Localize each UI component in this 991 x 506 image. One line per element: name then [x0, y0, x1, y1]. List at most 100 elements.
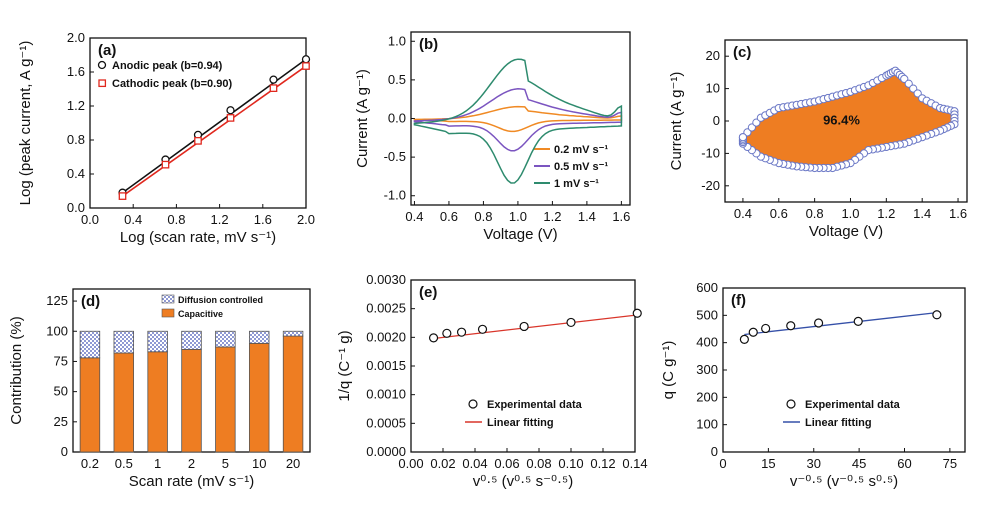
legend-label: Capacitive	[178, 309, 223, 319]
y-axis-label: Contribution (%)	[8, 316, 25, 424]
legend-label: Cathodic peak (b=0.90)	[112, 78, 232, 90]
y-tick-label: 25	[54, 414, 68, 429]
x-tick-label: 0.8	[167, 212, 185, 227]
data-point	[566, 317, 576, 328]
x-tick-label: 0.4	[734, 206, 752, 221]
x-axis-label: v⁰·⁵ (v⁰·⁵ s⁻⁰·⁵)	[473, 473, 573, 490]
data-point	[194, 136, 202, 145]
data-point	[269, 75, 278, 84]
legend-marker	[98, 79, 107, 88]
x-tick-label: 1.6	[254, 212, 272, 227]
panel-e: 0.00 0.02 0.04 0.06 0.08 0.10 0.12 0.14 0.0000 0.…	[336, 272, 648, 490]
bar-diffusion	[79, 330, 101, 359]
y-tick-label: 10	[706, 81, 720, 96]
bar-capacitive	[282, 335, 304, 453]
legend-swatch	[161, 294, 175, 304]
x-tick-label: 1.0	[509, 209, 527, 224]
bar-diffusion	[181, 330, 202, 350]
panel-label: (c)	[733, 44, 751, 61]
y-tick-label: 20	[706, 48, 720, 63]
y-tick-label: 1.6	[67, 64, 85, 79]
y-tick-label: 1.2	[67, 98, 85, 113]
y-tick-label: -10	[701, 145, 720, 160]
data-point	[813, 318, 824, 328]
x-tick-label: 45	[852, 456, 866, 471]
x-tick-label: 0.6	[440, 209, 458, 224]
y-tick-label: 2.0	[67, 30, 85, 45]
y-tick-label: 0.4	[67, 166, 85, 181]
y-tick-label: 0.0025	[366, 301, 406, 316]
x-tick-label: 1.2	[543, 209, 561, 224]
legend-label: Anodic peak (b=0.94)	[112, 60, 223, 72]
bar-capacitive	[113, 352, 135, 453]
bar-diffusion	[215, 330, 236, 348]
x-tick-label: 75	[943, 456, 957, 471]
x-tick-label: 2	[188, 456, 195, 471]
capacitive-percentage: 96.4%	[823, 112, 860, 127]
y-tick-label: 0.0030	[366, 272, 406, 287]
legend-swatch	[161, 308, 175, 318]
cv-marker	[738, 133, 748, 142]
y-tick-label: 1.0	[388, 33, 406, 48]
data-point	[519, 321, 529, 332]
x-tick-label: 30	[807, 456, 821, 471]
y-tick-label: -20	[701, 178, 720, 193]
bar-capacitive	[147, 351, 168, 453]
y-tick-label: 100	[46, 323, 68, 338]
bar-diffusion	[248, 330, 270, 344]
data-point	[161, 160, 170, 169]
y-tick-label: -1.0	[384, 188, 406, 203]
legend-label: 0.2 mV s⁻¹	[554, 144, 608, 156]
x-tick-label: 1.0	[841, 206, 859, 221]
data-point	[226, 114, 235, 122]
x-tick-label: 0.4	[405, 209, 423, 224]
data-point	[761, 323, 771, 334]
x-axis-label: Scan rate (mV s⁻¹)	[129, 473, 254, 490]
data-point	[442, 328, 452, 338]
data-point	[456, 327, 467, 337]
y-axis-label: 1/q (C⁻¹ g)	[336, 330, 353, 401]
legend-label: 1 mV s⁻¹	[554, 178, 599, 190]
data-point	[786, 321, 796, 331]
y-tick-label: 100	[696, 417, 718, 432]
panel-label: (d)	[81, 293, 100, 310]
data-point	[477, 324, 488, 334]
legend-marker	[468, 399, 478, 409]
x-tick-label: 15	[761, 456, 775, 471]
y-tick-label: 200	[696, 389, 718, 404]
data-point	[269, 84, 278, 92]
x-tick-label: 1	[154, 456, 161, 471]
x-tick-label: 60	[897, 456, 911, 471]
data-point	[853, 316, 863, 326]
legend-marker	[786, 399, 796, 409]
y-tick-label: 0.8	[67, 132, 85, 147]
x-tick-label: 2.0	[297, 212, 315, 227]
data-point	[748, 327, 758, 337]
x-axis-label: Voltage (V)	[809, 223, 883, 240]
bar-capacitive	[248, 342, 270, 453]
panel-f: 0 15 30 45 60 75 0 100 200 300 400 500 600 v⁻⁰·⁵ (v⁻⁰…	[660, 280, 966, 490]
x-tick-label: 1.6	[949, 206, 967, 221]
y-tick-label: 0.0	[67, 200, 85, 215]
y-axis-label: Current (A g⁻¹)	[668, 72, 685, 171]
legend-label: Diffusion controlled	[178, 295, 263, 305]
data-point	[301, 55, 311, 64]
x-axis-label: v⁻⁰·⁵ (v⁻⁰·⁵ s⁰·⁵)	[790, 473, 898, 490]
y-tick-label: 0.0020	[366, 329, 406, 344]
legend-label: 0.5 mV s⁻¹	[554, 161, 608, 173]
y-tick-label: 300	[696, 362, 718, 377]
bar-diffusion	[282, 330, 304, 337]
y-tick-label: 125	[46, 293, 68, 308]
legend-marker	[97, 60, 107, 70]
y-axis-label: q (C g⁻¹)	[660, 341, 677, 400]
bar-diffusion	[113, 330, 135, 354]
x-tick-label: 0.06	[494, 456, 519, 471]
x-tick-label: 0	[719, 456, 726, 471]
y-tick-label: 0.0015	[366, 358, 406, 373]
x-tick-label: 20	[286, 456, 300, 471]
data-point	[302, 62, 310, 70]
x-tick-label: 0.14	[622, 456, 647, 471]
x-tick-label: 10	[252, 456, 266, 471]
